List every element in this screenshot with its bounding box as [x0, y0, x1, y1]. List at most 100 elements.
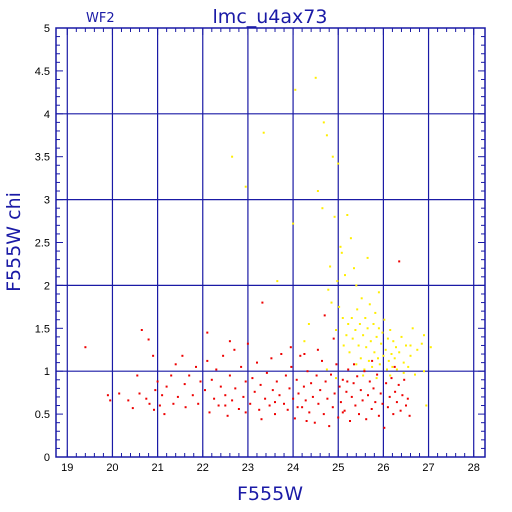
data-point — [84, 346, 87, 349]
data-point — [378, 363, 381, 366]
data-point — [152, 354, 155, 357]
data-point — [369, 340, 372, 343]
data-point — [206, 359, 209, 362]
data-point — [268, 404, 271, 407]
data-point — [386, 337, 389, 340]
data-point — [408, 414, 411, 417]
data-point — [385, 382, 388, 385]
data-point — [390, 353, 393, 355]
data-point — [328, 425, 331, 428]
data-point — [389, 374, 392, 377]
data-point — [392, 413, 395, 416]
data-point — [148, 402, 151, 405]
data-point — [306, 370, 309, 373]
data-point — [373, 351, 376, 354]
data-point — [333, 392, 336, 395]
y-tick-label: 4.5 — [35, 66, 50, 78]
data-point — [381, 331, 384, 334]
data-point — [326, 397, 329, 400]
data-point — [363, 370, 366, 373]
data-point — [325, 368, 328, 371]
data-point — [423, 334, 425, 337]
data-point — [324, 380, 327, 383]
data-point — [278, 394, 281, 397]
data-point — [402, 371, 405, 374]
data-point — [118, 392, 121, 395]
data-point — [154, 389, 157, 392]
data-point — [231, 155, 234, 158]
y-tick-label: 5 — [44, 23, 50, 35]
data-point — [341, 378, 344, 381]
x-tick-label: 25 — [332, 462, 344, 474]
data-point — [234, 387, 237, 390]
y-axis-label: F555W chi — [3, 192, 25, 292]
data-point — [400, 335, 403, 338]
x-tick-label: 21 — [151, 462, 163, 474]
data-point — [147, 338, 150, 341]
data-point — [423, 370, 425, 373]
data-point — [345, 334, 348, 337]
plot-frame — [55, 27, 486, 458]
data-point — [206, 331, 209, 334]
data-point — [393, 365, 396, 368]
data-point — [367, 359, 370, 362]
data-point — [335, 329, 337, 331]
data-point — [349, 237, 352, 240]
data-point — [342, 344, 345, 347]
data-point — [311, 395, 314, 398]
data-point — [372, 387, 375, 390]
y-tick-label: 2 — [44, 280, 50, 292]
data-point — [387, 359, 390, 362]
data-point — [345, 390, 348, 393]
y-tick-label: 1.5 — [35, 323, 50, 335]
data-point — [292, 397, 295, 400]
data-point — [183, 383, 186, 386]
data-point — [313, 421, 316, 424]
data-point — [322, 121, 325, 124]
data-point — [395, 346, 397, 349]
data-point — [244, 185, 247, 188]
data-point — [264, 397, 267, 400]
axis-ticks — [56, 27, 485, 458]
data-point — [319, 389, 322, 392]
data-point — [384, 348, 387, 351]
data-point — [354, 329, 357, 331]
data-point — [343, 409, 346, 412]
data-point — [353, 267, 355, 270]
grid — [56, 28, 485, 457]
data-point — [321, 207, 324, 210]
data-point — [344, 274, 346, 277]
data-point — [335, 363, 338, 366]
data-point — [184, 406, 187, 409]
data-point — [338, 385, 341, 388]
data-point — [394, 390, 397, 393]
x-tick-label: 27 — [422, 462, 434, 474]
data-point — [366, 256, 369, 259]
x-tick-label: 19 — [61, 462, 73, 474]
data-point — [359, 357, 362, 360]
data-point — [275, 380, 278, 383]
data-point — [317, 402, 320, 405]
data-points — [84, 76, 432, 429]
data-point — [136, 374, 139, 377]
data-point — [274, 413, 276, 416]
data-point — [393, 357, 396, 360]
x-tick-label: 22 — [197, 462, 209, 474]
data-point — [346, 380, 349, 383]
data-point — [158, 404, 161, 407]
data-point — [286, 408, 289, 411]
data-point — [224, 404, 227, 407]
data-point — [280, 353, 283, 355]
data-point — [153, 408, 155, 411]
data-point — [382, 354, 385, 357]
data-point — [249, 402, 252, 405]
data-point — [390, 377, 393, 380]
data-point — [358, 323, 361, 325]
data-point — [165, 385, 168, 388]
data-point — [219, 385, 222, 388]
data-point — [261, 301, 264, 304]
x-tick-labels: 19 20 21 22 23 24 25 26 27 28 — [61, 462, 480, 474]
data-point — [383, 318, 386, 321]
y-tick-label: 3.5 — [35, 152, 50, 164]
data-point — [210, 378, 213, 381]
